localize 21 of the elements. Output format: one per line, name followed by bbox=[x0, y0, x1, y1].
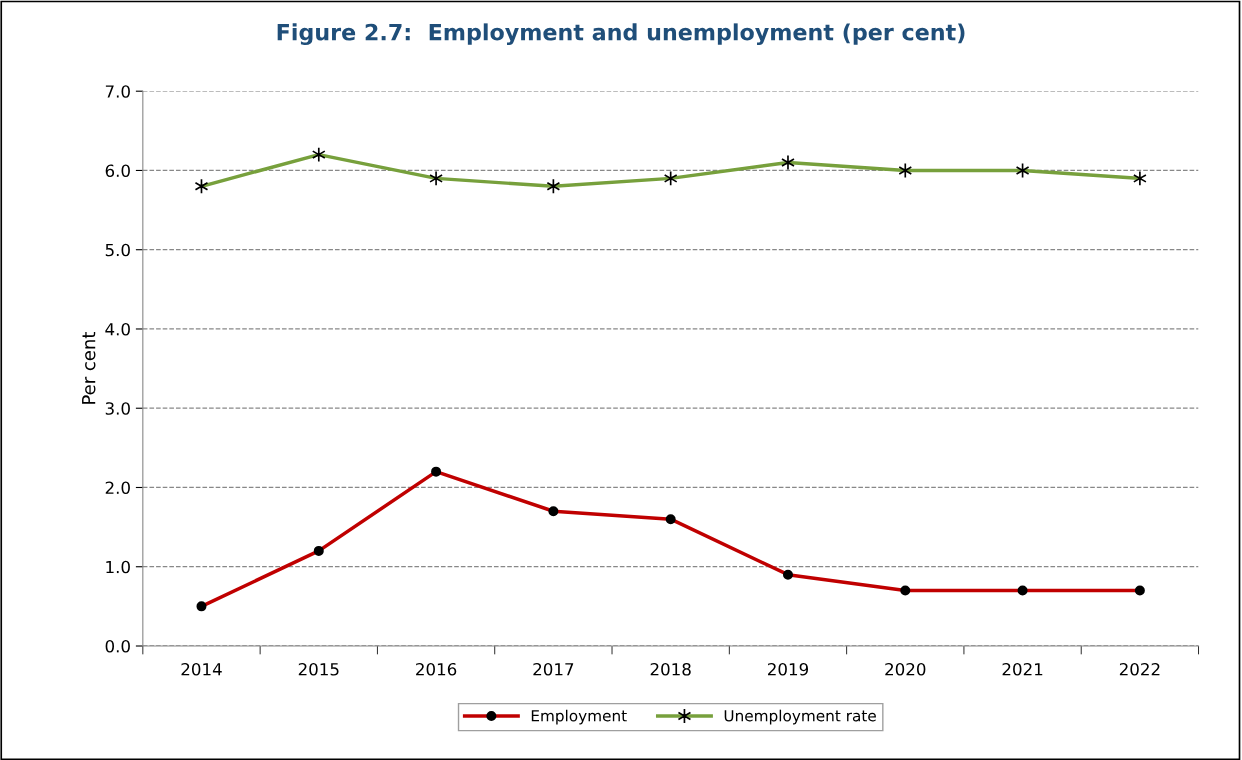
y-tick-label: 3.0 bbox=[105, 402, 130, 415]
y-tick-label: 0.0 bbox=[105, 639, 130, 653]
chart-title: Figure 2.7: Employment and unemployment (per cent) bbox=[277, 23, 965, 46]
y-axis-title: Per cent bbox=[82, 332, 96, 404]
y-tick-label: 4.0 bbox=[105, 322, 130, 336]
legend-label: Employment bbox=[531, 709, 627, 725]
x-tick-label: 2021 bbox=[1002, 662, 1043, 676]
y-tick-label: 5.0 bbox=[105, 243, 130, 257]
x-tick-label: 2019 bbox=[767, 662, 809, 676]
y-tick-label: 6.0 bbox=[105, 164, 130, 178]
x-tick-label: 2015 bbox=[298, 662, 339, 676]
y-tick-label: 7.0 bbox=[105, 85, 130, 98]
x-tick-label: 2022 bbox=[1119, 662, 1160, 676]
x-tick-label: 2018 bbox=[650, 662, 691, 676]
x-tick-label: 2014 bbox=[181, 662, 222, 676]
y-tick-label: 1.0 bbox=[106, 560, 130, 574]
x-tick-label: 2020 bbox=[885, 662, 926, 676]
y-tick-label: 2.0 bbox=[105, 481, 130, 495]
x-tick-label: 2016 bbox=[416, 662, 457, 676]
legend-label: Unemployment rate bbox=[724, 709, 876, 725]
x-tick-label: 2017 bbox=[533, 662, 574, 676]
